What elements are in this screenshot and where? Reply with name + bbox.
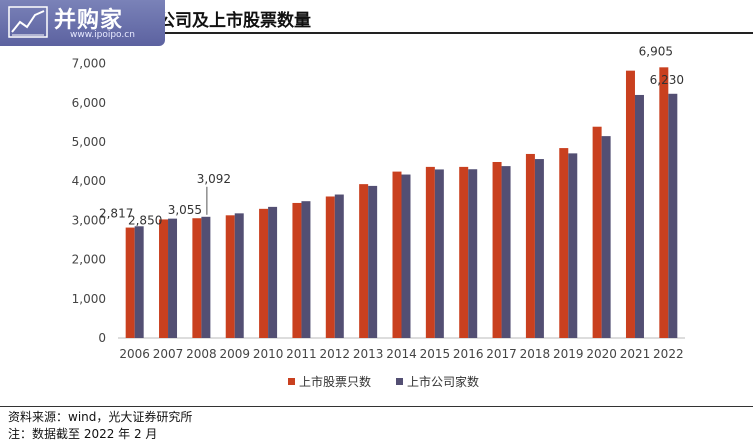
x-tick-label: 2018 (520, 347, 551, 361)
data-label: 2,850 (128, 213, 162, 227)
logo-text: 并购家 (54, 8, 124, 33)
y-tick-label: 0 (98, 331, 106, 345)
bar-companies-2019 (568, 153, 578, 338)
bar-companies-2006 (134, 226, 144, 338)
bar-companies-2011 (301, 201, 311, 338)
logo-chart-icon (8, 6, 48, 38)
x-tick-label: 2011 (286, 347, 317, 361)
bar-stocks-2016 (459, 166, 469, 338)
x-tick-label: 2013 (353, 347, 384, 361)
x-tick-label: 2019 (553, 347, 584, 361)
bar-stocks-2015 (425, 166, 435, 338)
x-tick-label: 2015 (420, 347, 451, 361)
y-tick-label: 2,000 (72, 253, 106, 267)
legend-label-companies: 上市公司家数 (407, 374, 479, 389)
x-tick-label: 2009 (219, 347, 250, 361)
bar-stocks-2021 (625, 70, 635, 338)
bar-companies-2021 (634, 94, 644, 339)
bar-companies-2008 (201, 216, 211, 338)
title-row: 公司及上市股票数量 (0, 0, 753, 34)
x-tick-label: 2017 (486, 347, 517, 361)
x-tick-label: 2006 (119, 347, 150, 361)
logo-url: www.ipoipo.cn (70, 30, 135, 40)
date-note: 注：数据截至 2022 年 2 月 (8, 427, 158, 441)
x-tick-label: 2014 (386, 347, 417, 361)
y-tick-label: 6,000 (72, 96, 106, 110)
data-label: 6,905 (639, 44, 673, 58)
y-tick-label: 3,000 (72, 213, 106, 227)
x-tick-label: 2010 (253, 347, 284, 361)
watermark-logo: 并购家 www.ipoipo.cn (0, 0, 165, 46)
x-tick-label: 2012 (320, 347, 351, 361)
x-tick-label: 2020 (586, 347, 617, 361)
bar-companies-2012 (334, 194, 344, 338)
y-tick-label: 7,000 (72, 57, 106, 71)
bar-stocks-2008 (192, 218, 202, 338)
y-tick-label: 1,000 (72, 292, 106, 306)
legend-swatch-companies (396, 378, 403, 385)
source-note: 资料来源：wind，光大证券研究所 (8, 410, 193, 424)
legend-label-stocks: 上市股票只数 (299, 374, 371, 389)
bar-stocks-2017 (492, 161, 502, 338)
legend-swatch-stocks (288, 378, 295, 385)
bar-stocks-2020 (592, 126, 602, 338)
bar-stocks-2014 (392, 171, 402, 338)
bar-companies-2015 (434, 169, 444, 338)
bar-stocks-2012 (325, 196, 335, 338)
bar-companies-2022 (668, 93, 678, 338)
bar-companies-2016 (468, 169, 478, 338)
data-label: 2,817 (99, 207, 133, 221)
chart-title: 公司及上市股票数量 (158, 11, 311, 31)
bar-companies-2007 (168, 218, 178, 338)
x-tick-label: 2007 (153, 347, 184, 361)
bar-stocks-2006 (125, 227, 135, 338)
bar-stocks-2009 (225, 215, 235, 338)
bar-chart: 0 1,000 2,000 3,000 4,000 5,000 6,000 7,000 2006… (72, 44, 685, 389)
bar-stocks-2018 (525, 153, 535, 338)
bar-companies-2014 (401, 174, 411, 338)
y-tick-label: 5,000 (72, 135, 106, 149)
bar-stocks-2010 (259, 208, 269, 338)
data-label: 6,230 (650, 73, 684, 87)
x-tick-label: 2022 (653, 347, 684, 361)
bar-companies-2013 (368, 185, 378, 338)
bar-stocks-2013 (359, 184, 369, 338)
x-tick-label: 2021 (620, 347, 651, 361)
x-tick-label: 2008 (186, 347, 217, 361)
title-rule (0, 32, 753, 34)
data-label: 3,092 (197, 172, 231, 186)
bar-stocks-2011 (292, 202, 302, 338)
bar-companies-2009 (234, 213, 244, 338)
bar-companies-2020 (601, 136, 611, 338)
data-label: 3,055 (168, 203, 202, 217)
bar-companies-2018 (534, 159, 544, 338)
bar-stocks-2019 (559, 148, 569, 338)
bar-stocks-2007 (159, 219, 169, 338)
x-tick-label: 2016 (453, 347, 484, 361)
bar-stocks-2022 (659, 67, 669, 338)
footer-rule (0, 406, 753, 407)
bar-companies-2017 (501, 166, 511, 338)
y-tick-label: 4,000 (72, 174, 106, 188)
bar-companies-2010 (268, 206, 278, 338)
